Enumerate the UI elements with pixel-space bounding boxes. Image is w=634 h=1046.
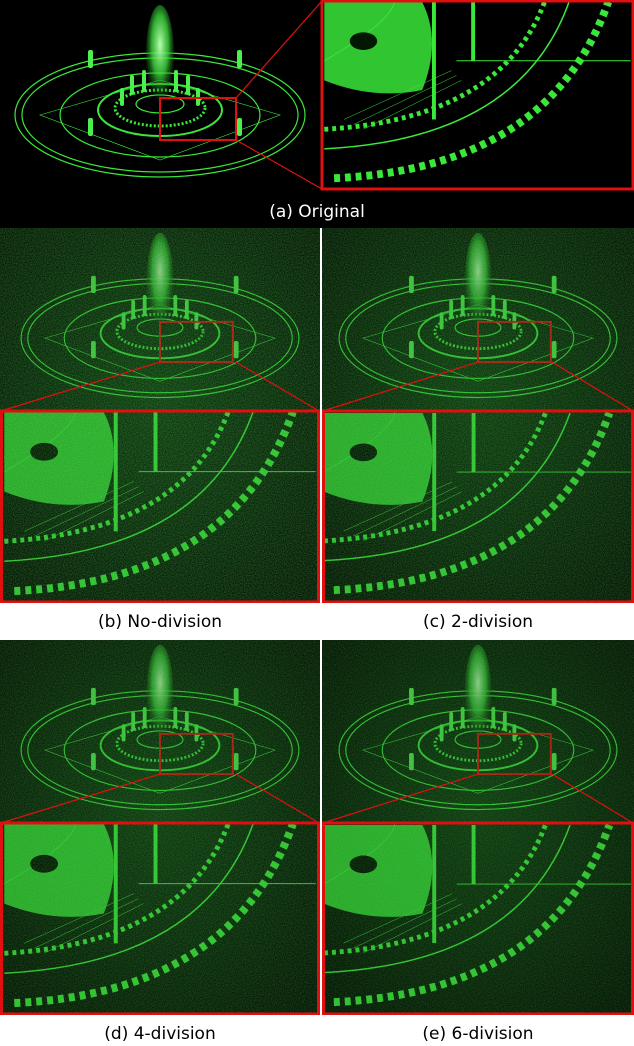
caption: (e) 6-division bbox=[422, 1024, 533, 1044]
speckle-noise bbox=[322, 640, 634, 1015]
caption: (b) No-division bbox=[98, 612, 222, 632]
speckle-noise bbox=[0, 640, 320, 1015]
caption: (d) 4-division bbox=[104, 1024, 215, 1044]
speckle-noise bbox=[0, 228, 320, 603]
page: (a) Original (b) No-division (c) 2-divisi… bbox=[0, 0, 634, 1046]
speckle-noise bbox=[322, 228, 634, 603]
caption: (a) Original bbox=[269, 202, 365, 222]
figure: (a) Original (b) No-division (c) 2-divisi… bbox=[0, 0, 634, 1046]
caption: (c) 2-division bbox=[423, 612, 533, 632]
panel-background bbox=[0, 0, 634, 228]
